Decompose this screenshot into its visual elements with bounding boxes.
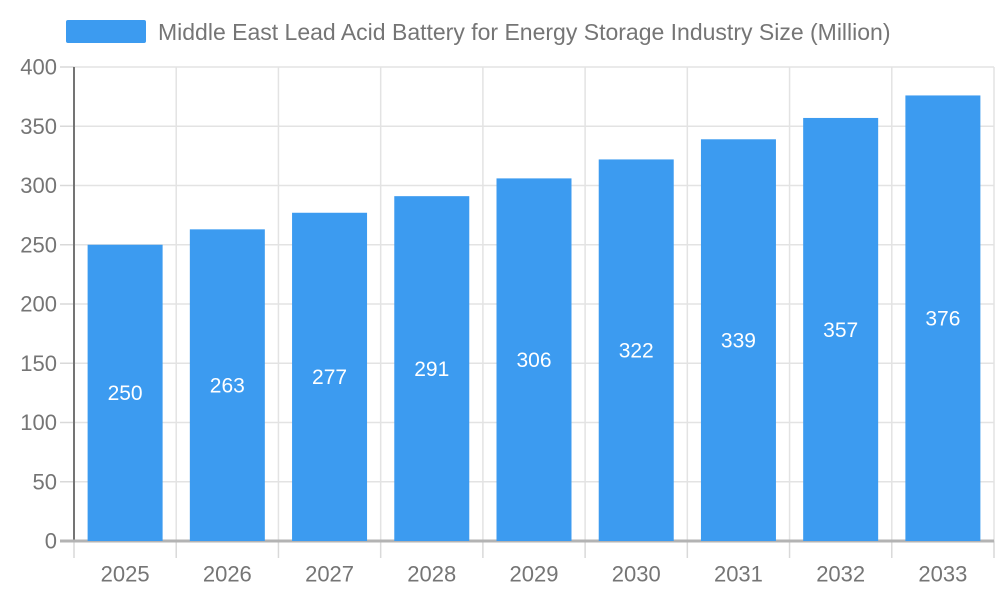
x-tick-label: 2028 — [407, 562, 456, 587]
bar-value-label: 306 — [516, 349, 551, 372]
x-tick-label: 2026 — [203, 562, 252, 587]
x-tick-label: 2029 — [510, 562, 559, 587]
x-tick-label: 2032 — [816, 562, 865, 587]
x-tick-label: 2030 — [612, 562, 661, 587]
bar-value-label: 322 — [619, 340, 654, 363]
labels-layer: 0 50 100 150 200 250 300 350 400 250 2025 263 2026 27… — [20, 55, 967, 587]
x-tick-label: 2033 — [918, 562, 967, 587]
legend-label[interactable]: Middle East Lead Acid Battery for Energy… — [158, 19, 891, 45]
legend: Middle East Lead Acid Battery for Energy… — [66, 19, 891, 45]
bar-value-label: 263 — [210, 375, 245, 398]
x-tick-label: 2027 — [305, 562, 354, 587]
bar-value-label: 250 — [108, 382, 143, 405]
bar-value-label: 339 — [721, 329, 756, 352]
y-tick-label: 0 — [45, 529, 57, 554]
x-tick-label: 2025 — [101, 562, 150, 587]
y-tick-label: 400 — [20, 55, 57, 80]
x-tick-label: 2031 — [714, 562, 763, 587]
bar[interactable] — [394, 196, 470, 542]
y-tick-label: 250 — [20, 232, 57, 257]
bar[interactable] — [189, 229, 265, 541]
bar[interactable] — [87, 244, 163, 541]
bar-value-label: 357 — [823, 319, 858, 342]
bars-layer — [87, 95, 981, 542]
legend-swatch[interactable] — [66, 20, 146, 43]
y-tick-label: 50 — [33, 469, 57, 494]
bar-value-label: 291 — [414, 358, 449, 381]
y-tick-label: 350 — [20, 114, 57, 139]
bar[interactable] — [803, 117, 879, 541]
y-tick-label: 200 — [20, 292, 57, 317]
bar-value-label: 277 — [312, 366, 347, 389]
bar[interactable] — [292, 212, 368, 541]
y-tick-label: 100 — [20, 410, 57, 435]
bar[interactable] — [496, 178, 572, 541]
y-tick-label: 300 — [20, 173, 57, 198]
y-tick-label: 150 — [20, 351, 57, 376]
bar[interactable] — [700, 139, 776, 541]
bar[interactable] — [905, 95, 981, 541]
bar[interactable] — [598, 159, 674, 541]
bar-value-label: 376 — [925, 308, 960, 331]
